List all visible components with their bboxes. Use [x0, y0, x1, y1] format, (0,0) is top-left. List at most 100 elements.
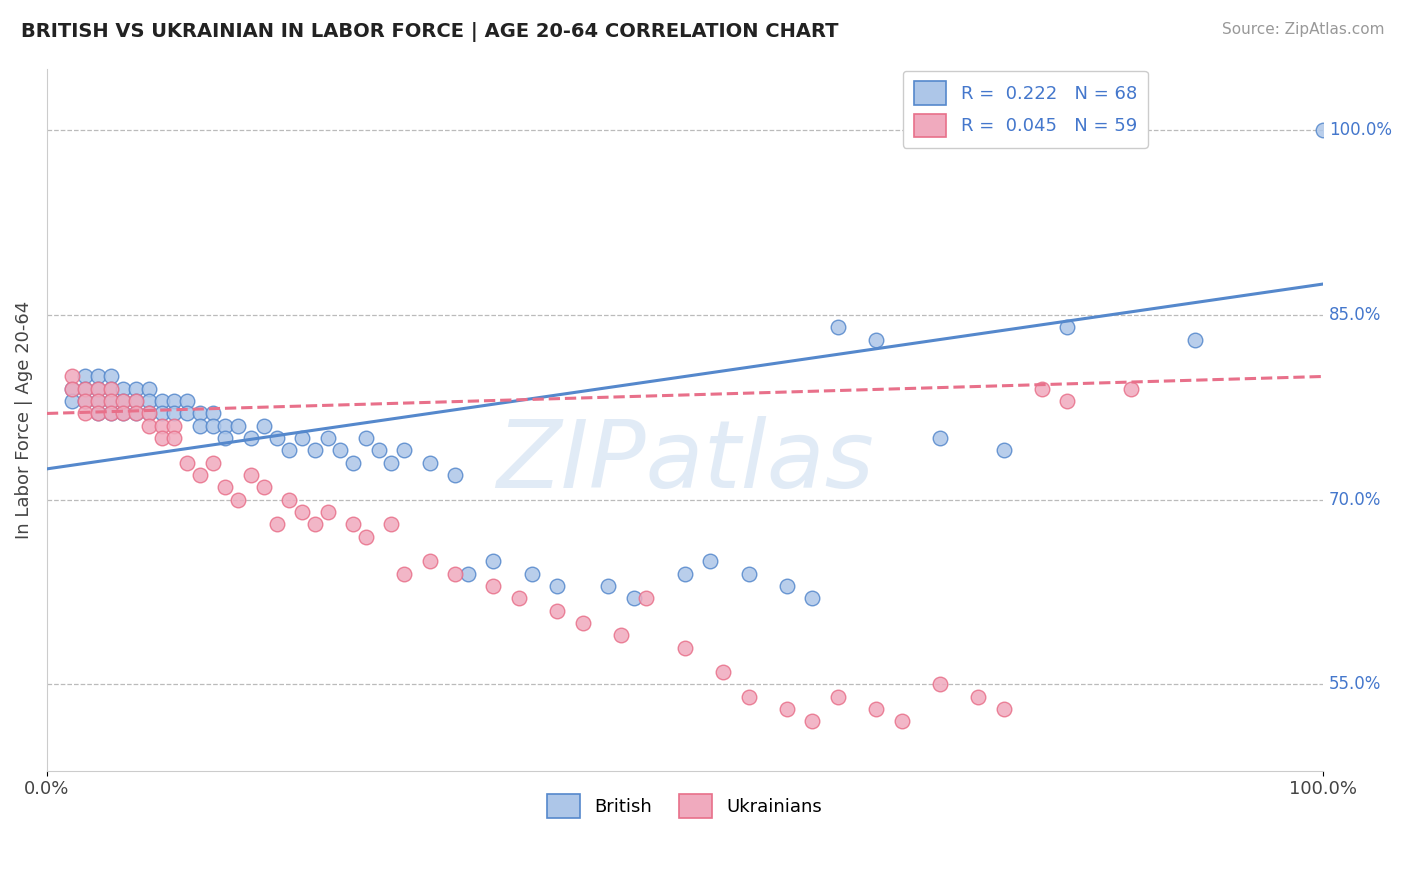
Point — [176, 456, 198, 470]
Point — [214, 431, 236, 445]
Point — [214, 418, 236, 433]
Point — [367, 443, 389, 458]
Point — [75, 382, 97, 396]
Point — [112, 394, 135, 409]
Point — [278, 492, 301, 507]
Point — [571, 615, 593, 630]
Point — [188, 418, 211, 433]
Point — [865, 333, 887, 347]
Point — [150, 418, 173, 433]
Point — [673, 566, 696, 581]
Point — [711, 665, 734, 680]
Point — [100, 394, 122, 409]
Point — [75, 394, 97, 409]
Point — [87, 407, 110, 421]
Point — [890, 714, 912, 729]
Point — [1184, 333, 1206, 347]
Point — [304, 443, 326, 458]
Point — [75, 394, 97, 409]
Point — [125, 407, 148, 421]
Point — [150, 394, 173, 409]
Point — [737, 690, 759, 704]
Point — [253, 418, 276, 433]
Point — [392, 566, 415, 581]
Text: Source: ZipAtlas.com: Source: ZipAtlas.com — [1222, 22, 1385, 37]
Point — [419, 554, 441, 568]
Point — [112, 382, 135, 396]
Point — [60, 382, 83, 396]
Point — [176, 394, 198, 409]
Point — [316, 505, 339, 519]
Point — [304, 517, 326, 532]
Point — [87, 394, 110, 409]
Point — [801, 591, 824, 606]
Point — [673, 640, 696, 655]
Point — [444, 468, 467, 483]
Point — [125, 382, 148, 396]
Point — [150, 431, 173, 445]
Point — [87, 382, 110, 396]
Point — [1031, 382, 1053, 396]
Point — [482, 579, 505, 593]
Point — [60, 382, 83, 396]
Point — [163, 394, 186, 409]
Point — [546, 579, 568, 593]
Point — [138, 382, 160, 396]
Text: 70.0%: 70.0% — [1329, 491, 1381, 508]
Point — [201, 407, 224, 421]
Point — [380, 517, 402, 532]
Point — [226, 418, 249, 433]
Point — [598, 579, 620, 593]
Text: BRITISH VS UKRAINIAN IN LABOR FORCE | AGE 20-64 CORRELATION CHART: BRITISH VS UKRAINIAN IN LABOR FORCE | AG… — [21, 22, 838, 42]
Point — [1056, 320, 1078, 334]
Point — [865, 702, 887, 716]
Point — [827, 690, 849, 704]
Point — [801, 714, 824, 729]
Text: ZIPatlas: ZIPatlas — [496, 417, 873, 508]
Point — [87, 407, 110, 421]
Point — [240, 431, 263, 445]
Point — [188, 407, 211, 421]
Point — [776, 579, 799, 593]
Point — [226, 492, 249, 507]
Point — [138, 407, 160, 421]
Point — [623, 591, 645, 606]
Point — [75, 407, 97, 421]
Point — [240, 468, 263, 483]
Point — [1312, 123, 1334, 137]
Y-axis label: In Labor Force | Age 20-64: In Labor Force | Age 20-64 — [15, 301, 32, 539]
Point — [342, 456, 364, 470]
Point — [60, 394, 83, 409]
Point — [444, 566, 467, 581]
Point — [138, 394, 160, 409]
Point — [253, 480, 276, 494]
Point — [993, 443, 1015, 458]
Point — [138, 418, 160, 433]
Point — [392, 443, 415, 458]
Point — [482, 554, 505, 568]
Point — [100, 407, 122, 421]
Point — [125, 394, 148, 409]
Point — [60, 369, 83, 384]
Point — [214, 480, 236, 494]
Point — [100, 407, 122, 421]
Point — [87, 394, 110, 409]
Point — [636, 591, 658, 606]
Point — [163, 418, 186, 433]
Point — [176, 407, 198, 421]
Point — [380, 456, 402, 470]
Point — [419, 456, 441, 470]
Point — [546, 603, 568, 617]
Point — [112, 407, 135, 421]
Point — [125, 394, 148, 409]
Point — [993, 702, 1015, 716]
Point — [354, 431, 377, 445]
Point — [520, 566, 543, 581]
Point — [125, 407, 148, 421]
Point — [699, 554, 721, 568]
Point — [138, 407, 160, 421]
Point — [928, 677, 950, 691]
Point — [112, 394, 135, 409]
Point — [100, 382, 122, 396]
Point — [1121, 382, 1143, 396]
